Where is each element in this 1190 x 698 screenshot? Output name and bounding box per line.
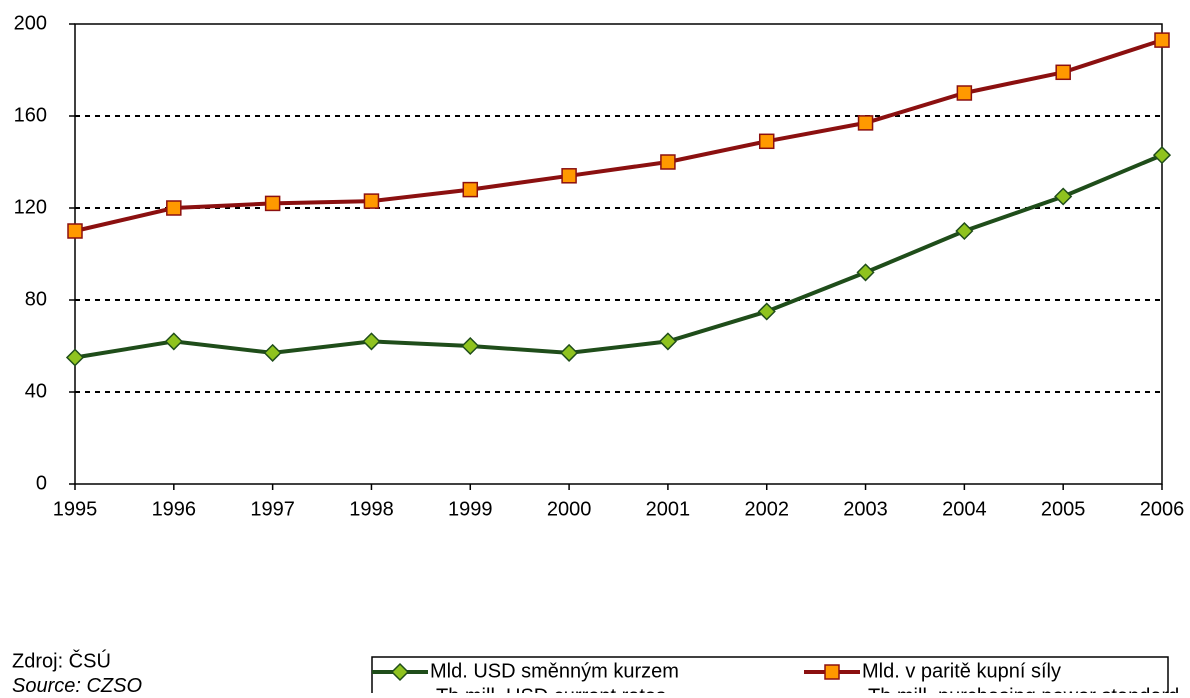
x-tick-label: 2003 bbox=[843, 498, 888, 520]
marker bbox=[757, 302, 776, 321]
legend-label: Th.mill. USD current rates bbox=[436, 685, 666, 693]
x-tick-label: 2004 bbox=[942, 498, 987, 520]
plot-frame bbox=[74, 23, 1163, 485]
x-tick-label: 2006 bbox=[1140, 498, 1185, 520]
x-tick-label: 1995 bbox=[53, 498, 98, 520]
line bbox=[74, 38, 1163, 233]
y-tick-label: 40 bbox=[25, 380, 47, 402]
marker bbox=[1152, 146, 1172, 165]
y-tick-label: 200 bbox=[14, 12, 47, 34]
x-tick-label: 2002 bbox=[744, 498, 789, 520]
marker bbox=[263, 343, 282, 362]
legend-label: Mld. USD směnným kurzem bbox=[430, 660, 679, 682]
marker bbox=[462, 181, 479, 198]
marker bbox=[1054, 187, 1073, 206]
marker bbox=[264, 195, 281, 212]
marker bbox=[1055, 64, 1071, 81]
marker bbox=[561, 168, 577, 184]
marker bbox=[166, 200, 182, 216]
marker bbox=[824, 664, 840, 680]
marker bbox=[560, 343, 579, 362]
marker bbox=[758, 133, 775, 150]
line bbox=[74, 153, 1163, 360]
marker bbox=[1154, 32, 1170, 48]
x-tick-label: 1999 bbox=[448, 498, 493, 520]
legend-label: Mld. v paritě kupní síly bbox=[862, 660, 1061, 682]
marker bbox=[67, 223, 83, 239]
source-en: Source: CZSO bbox=[12, 675, 142, 693]
marker bbox=[956, 85, 973, 101]
source-cz: Zdroj: ČSÚ bbox=[12, 649, 111, 672]
legend-label: Th.mill. purchasing power standard bbox=[868, 685, 1179, 693]
x-tick-label: 1998 bbox=[349, 498, 394, 520]
marker bbox=[65, 348, 85, 367]
y-tick-label: 120 bbox=[14, 196, 47, 218]
x-tick-label: 1997 bbox=[250, 498, 295, 520]
marker bbox=[658, 332, 677, 351]
marker bbox=[363, 193, 380, 209]
x-tick-label: 2001 bbox=[646, 498, 691, 520]
marker bbox=[362, 332, 381, 351]
marker bbox=[390, 662, 410, 682]
legend-box bbox=[371, 656, 1169, 698]
marker bbox=[461, 336, 480, 356]
marker bbox=[856, 263, 875, 282]
marker bbox=[164, 332, 183, 351]
x-tick-label: 2000 bbox=[547, 498, 592, 520]
marker bbox=[857, 115, 874, 131]
marker bbox=[955, 221, 974, 241]
y-tick-label: 80 bbox=[25, 288, 47, 310]
y-tick-label: 0 bbox=[36, 472, 47, 494]
x-tick-label: 1996 bbox=[152, 498, 197, 520]
y-tick-label: 160 bbox=[14, 104, 47, 126]
x-tick-label: 2005 bbox=[1041, 498, 1086, 520]
marker bbox=[660, 154, 676, 170]
